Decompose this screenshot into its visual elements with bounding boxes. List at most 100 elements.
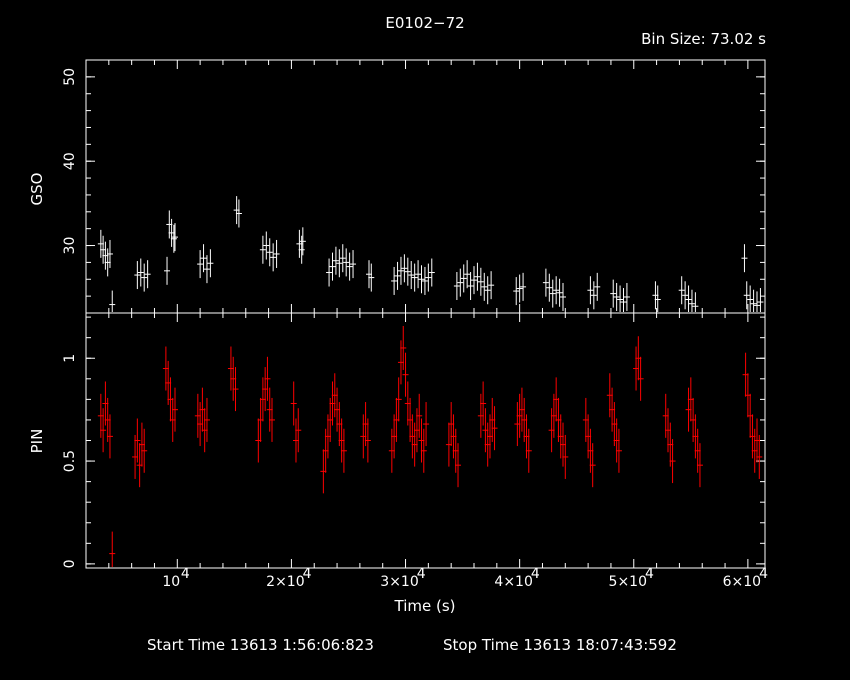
gso-data-point — [556, 278, 563, 307]
pin-data-point — [141, 428, 148, 473]
gso-data-point — [137, 258, 144, 287]
time-axis-label: Time (s) — [394, 597, 456, 615]
start-time-label: Start Time 13613 1:56:06:823 — [147, 636, 374, 654]
pin-data-point — [232, 367, 239, 412]
gso-data-point — [415, 260, 422, 289]
pin-data-point — [203, 397, 210, 442]
gso-data-point — [263, 231, 270, 260]
time-xtick-label: 4×104 — [494, 566, 539, 590]
gso-ytick-label: 30 — [62, 237, 78, 255]
pin-data-point — [615, 428, 622, 473]
gso-data-point — [273, 239, 280, 268]
gso-data-point — [484, 276, 491, 305]
gso-ytick-label: 40 — [62, 152, 78, 170]
svg-text:5×10: 5×10 — [609, 574, 647, 590]
pin-data-point — [589, 443, 596, 488]
pin-data-point — [395, 377, 402, 422]
gso-data-point — [682, 281, 689, 310]
gso-data-point — [329, 252, 336, 281]
pin-data-point — [402, 352, 409, 397]
pin-data-point — [264, 356, 271, 401]
gso-data-point — [109, 290, 116, 312]
gso-data-point — [391, 266, 398, 295]
gso-data-point — [590, 281, 597, 310]
gso-data-point — [553, 276, 560, 305]
gso-data-point — [750, 289, 757, 312]
gso-data-point — [477, 267, 484, 296]
gso-data-point — [613, 282, 620, 311]
gso-data-point — [688, 289, 695, 312]
pin-data-point — [400, 325, 407, 370]
svg-text:4: 4 — [181, 566, 190, 582]
gso-data-point — [266, 238, 273, 267]
gso-data-point — [425, 263, 432, 292]
gso-data-point — [520, 272, 527, 301]
gso-data-point — [397, 256, 404, 285]
gso-data-point — [741, 244, 748, 273]
svg-text:10: 10 — [162, 574, 180, 590]
gso-data-point — [467, 272, 474, 301]
gso-data-point — [346, 252, 353, 281]
gso-data-point — [394, 261, 401, 290]
svg-text:3×10: 3×10 — [380, 574, 418, 590]
gso-data-point — [481, 272, 488, 301]
gso-data-point — [339, 244, 346, 273]
gso-data-point — [207, 249, 214, 278]
gso-data-point — [418, 265, 425, 294]
bin-size-label: Bin Size: 73.02 s — [641, 30, 766, 48]
gso-data-point — [488, 271, 495, 300]
svg-text:4×10: 4×10 — [494, 574, 532, 590]
pin-data-point — [525, 428, 532, 473]
gso-data-point — [404, 257, 411, 286]
gso-data-point — [200, 244, 207, 273]
gso-data-point — [368, 263, 375, 292]
pin-data-point — [295, 408, 302, 453]
time-xtick-label: 3×104 — [380, 566, 425, 590]
gso-data-point — [460, 264, 467, 293]
gso-data-point — [106, 239, 113, 268]
pin-data-point — [100, 408, 107, 453]
gso-data-point — [757, 288, 764, 312]
pin-data-point — [480, 381, 487, 426]
stop-time-label: Stop Time 13613 18:07:43:592 — [443, 636, 677, 654]
gso-data-point — [350, 250, 357, 279]
gso-data-point — [453, 272, 460, 301]
pin-data-point — [423, 402, 430, 447]
pin-ytick-label: 0 — [62, 559, 78, 568]
svg-text:6×10: 6×10 — [723, 574, 761, 590]
gso-data-point — [560, 282, 567, 311]
gso-data-point — [299, 227, 306, 256]
gso-data-point — [594, 272, 601, 301]
pin-data-point — [696, 443, 703, 488]
gso-data-point — [401, 254, 408, 283]
gso-data-point — [542, 268, 549, 297]
gso-data-point — [692, 292, 699, 312]
gso-data-point — [197, 250, 204, 279]
gso-data-point — [270, 243, 277, 272]
gso-data-point — [298, 235, 305, 264]
pin-data-point — [637, 356, 644, 401]
gso-data-point — [549, 279, 556, 308]
gso-data-point — [754, 291, 761, 312]
time-xtick-label: 10 4 — [162, 566, 190, 590]
gso-data-point — [144, 260, 151, 289]
pin-data-point — [340, 428, 347, 473]
gso-data-point — [421, 266, 428, 295]
gso-data-point — [587, 276, 594, 305]
gso-data-point — [474, 262, 481, 291]
svg-text:4: 4 — [531, 566, 540, 582]
pin-data-point — [562, 434, 569, 479]
gso-data-point — [336, 249, 343, 278]
gso-data-point — [610, 279, 617, 308]
gso-data-point — [654, 285, 661, 312]
pin-data-point — [420, 428, 427, 473]
time-xtick-label: 5×104 — [609, 566, 654, 590]
gso-data-point — [743, 281, 750, 310]
pin-data-point — [269, 397, 276, 442]
gso-data-point — [678, 276, 685, 305]
gso-data-point — [513, 277, 520, 306]
svg-text:4: 4 — [759, 566, 768, 582]
pin-data-point — [106, 414, 113, 459]
pin-data-point — [109, 531, 116, 567]
gso-data-point — [457, 268, 464, 297]
